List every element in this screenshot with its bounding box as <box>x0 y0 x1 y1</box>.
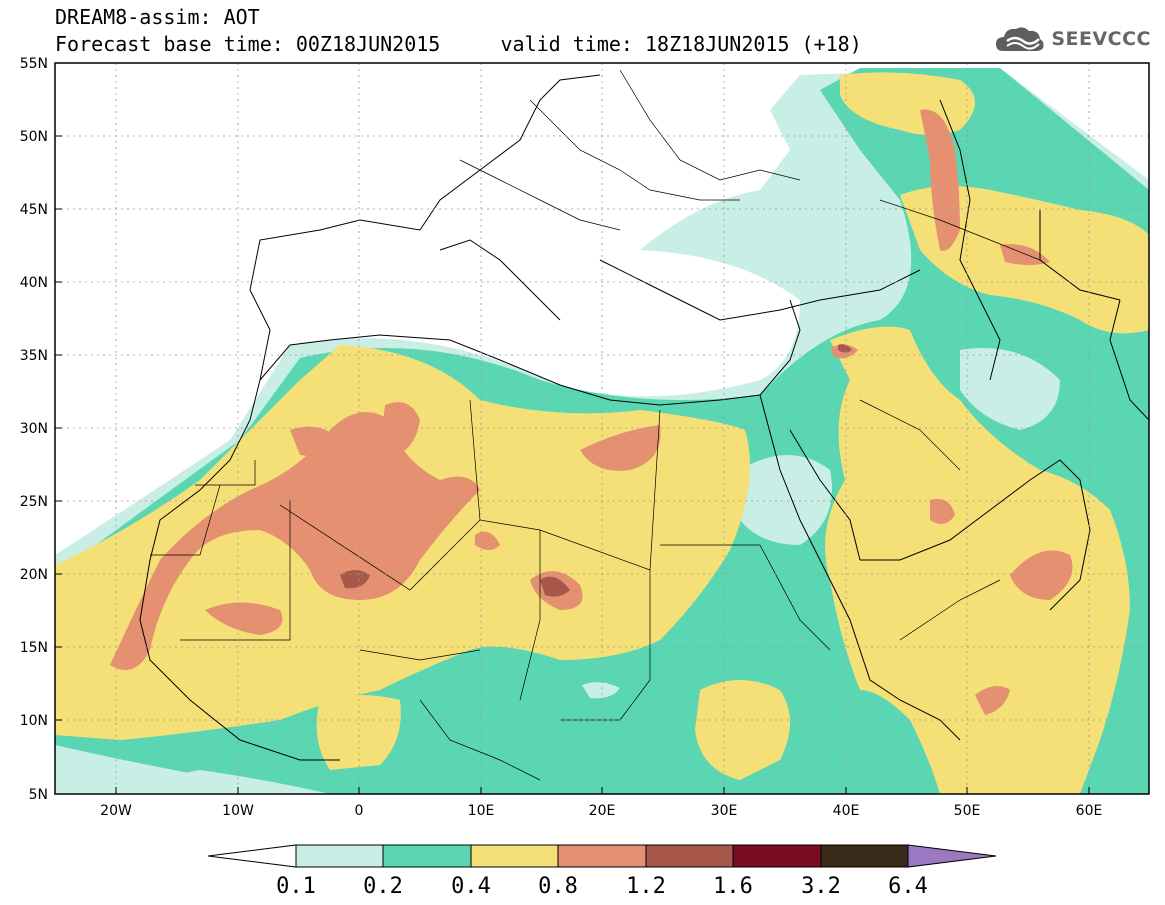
aot-contour-0.1 <box>960 348 1060 430</box>
colorbar-swatch <box>470 844 559 868</box>
aot-contour-0.8 <box>475 531 500 550</box>
y-tick-label: 40N <box>20 275 48 291</box>
x-tick-label: 50E <box>954 803 981 819</box>
colorbar-label: 0.8 <box>538 874 578 899</box>
aot-contour-1.2 <box>340 570 370 589</box>
aot-contour-0.8 <box>1010 550 1073 600</box>
aot-contour-1.2 <box>540 576 570 597</box>
x-tick-label: 20W <box>100 803 132 819</box>
aot-contour-0.1 <box>55 745 200 794</box>
aot-contour-0.4 <box>695 680 790 780</box>
y-tick-label: 15N <box>20 640 48 656</box>
colorbar-label: 0.1 <box>276 874 316 899</box>
colorbar-labels: 0.1 0.2 0.4 0.8 1.2 1.6 3.2 6.4 <box>276 874 928 899</box>
x-axis-labels: 20W 10W 0 10E 20E 30E 40E 50E 60E <box>100 803 1102 819</box>
x-tick-marks <box>115 787 1090 794</box>
x-tick-label: 60E <box>1076 803 1103 819</box>
colorbar <box>207 844 997 868</box>
y-tick-label: 10N <box>20 713 48 729</box>
colorbar-swatch-high <box>907 844 997 868</box>
x-tick-label: 10W <box>222 803 254 819</box>
aot-contour-0.8 <box>920 109 960 251</box>
aot-contour-0.8 <box>975 686 1010 715</box>
aot-contour-0.1 <box>740 455 832 545</box>
colorbar-swatch-low <box>207 844 297 868</box>
seevccc-logo: SEEVCCC <box>995 22 1151 56</box>
colorbar-label: 1.2 <box>626 874 666 899</box>
aot-contour-0.1 <box>582 682 620 699</box>
aot-contour-0.4 <box>825 326 1130 794</box>
colorbar-swatch <box>820 844 909 868</box>
aot-contour-0.8 <box>205 602 283 635</box>
y-tick-label: 35N <box>20 348 48 364</box>
coastlines <box>139 74 1149 761</box>
aot-contour-0.8 <box>930 499 955 524</box>
y-tick-label: 20N <box>20 567 48 583</box>
colorbar-swatch <box>295 844 384 868</box>
y-axis-labels: 55N 50N 45N 40N 35N 30N 25N 20N 15N 10N … <box>20 56 48 803</box>
x-tick-label: 0 <box>355 803 364 819</box>
aot-contour-0.4 <box>316 695 401 770</box>
colorbar-label: 0.2 <box>363 874 403 899</box>
y-tick-label: 5N <box>29 787 48 803</box>
y-tick-label: 50N <box>20 129 48 145</box>
logo-text: SEEVCCC <box>1051 28 1151 50</box>
colorbar-swatch <box>557 844 647 868</box>
y-tick-marks <box>55 62 62 795</box>
colorbar-swatch <box>382 844 472 868</box>
aot-contour-0.8 <box>383 402 420 455</box>
map-title: DREAM8-assim: AOT <box>55 5 260 29</box>
colorbar-label: 6.4 <box>888 874 928 899</box>
y-tick-label: 55N <box>20 56 48 72</box>
colorbar-label: 1.6 <box>713 874 753 899</box>
colorbar-swatch <box>732 844 822 868</box>
forecast-times: Forecast base time: 00Z18JUN2015 valid t… <box>55 32 862 56</box>
colorbar-label: 3.2 <box>801 874 841 899</box>
x-tick-label: 20E <box>589 803 616 819</box>
aot-contour-0.8 <box>110 412 480 670</box>
x-tick-label: 10E <box>468 803 495 819</box>
aot-contour-0.8 <box>580 425 661 471</box>
colorbar-label: 0.4 <box>451 874 491 899</box>
y-tick-label: 45N <box>20 202 48 218</box>
x-tick-label: 40E <box>833 803 860 819</box>
aot-contour-1.2 <box>838 344 852 353</box>
aot-contour-0.8 <box>290 426 340 456</box>
y-tick-label: 25N <box>20 494 48 510</box>
colorbar-swatch <box>645 844 734 868</box>
cloud-icon <box>996 27 1044 51</box>
y-tick-label: 30N <box>20 421 48 437</box>
x-tick-label: 30E <box>711 803 738 819</box>
graticule <box>55 63 1149 794</box>
